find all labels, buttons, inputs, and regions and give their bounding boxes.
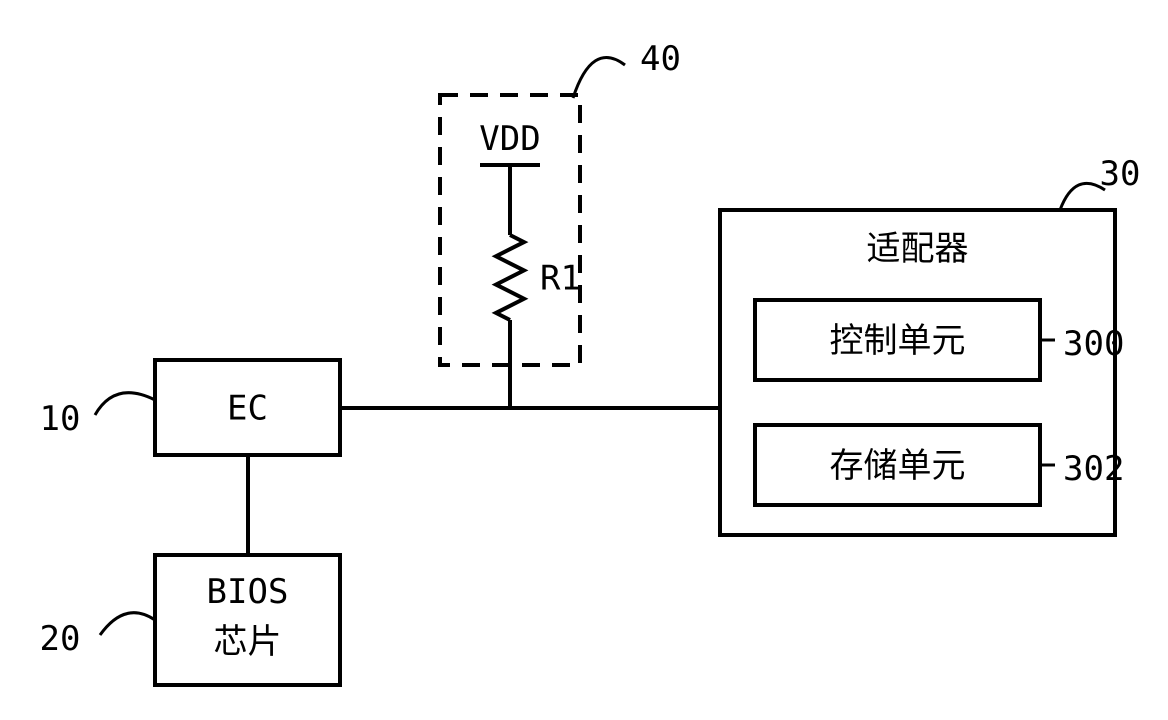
r1-resistor-icon [496,235,524,320]
pullup-leader [573,57,625,98]
pullup-ref: 40 [640,39,681,79]
adapter-title: 适配器 [867,231,969,268]
control-unit-label: 控制单元 [830,322,966,360]
adapter-leader [1060,183,1105,210]
bios-ref: 20 [40,619,81,659]
control-unit-ref: 300 [1063,324,1124,364]
bios-label-2: 芯片 [214,623,282,661]
adapter-ref: 30 [1100,154,1141,194]
r1-label: R1 [540,259,581,299]
storage-unit-ref: 302 [1063,449,1124,489]
bios-label-1: BIOS [207,572,289,612]
vdd-label: VDD [479,119,540,159]
ec-ref: 10 [40,399,81,439]
bios-leader [100,613,155,635]
ec-label: EC [227,389,268,429]
ec-leader [95,393,155,415]
storage-unit-label: 存储单元 [830,447,966,485]
